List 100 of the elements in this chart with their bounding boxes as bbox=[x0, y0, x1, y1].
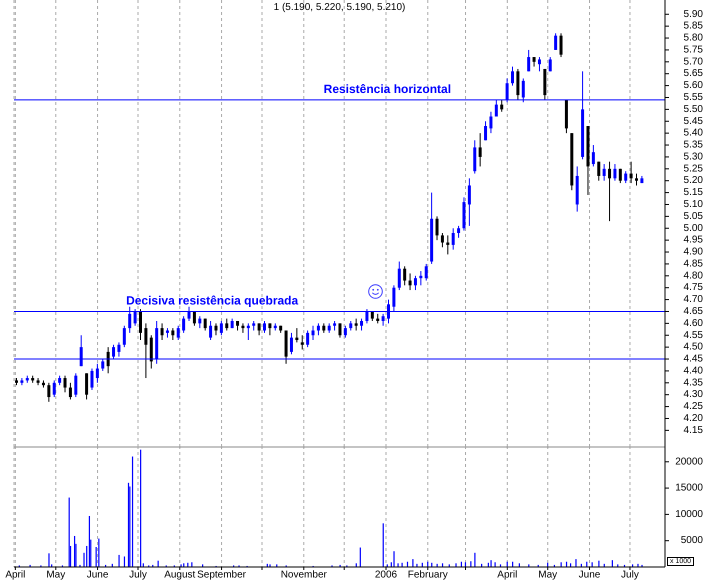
candlestick bbox=[106, 346, 110, 374]
y-tick-label: 5.40 bbox=[684, 128, 704, 139]
candlestick bbox=[532, 56, 536, 68]
candlestick bbox=[139, 308, 142, 341]
y-tick-label: 5.20 bbox=[684, 175, 704, 186]
candlestick bbox=[382, 313, 385, 326]
candlestick bbox=[58, 375, 62, 386]
candlestick bbox=[473, 140, 476, 174]
candlestick bbox=[122, 325, 126, 348]
candlestick bbox=[500, 99, 504, 112]
x-tick-label: May bbox=[46, 570, 66, 580]
y-tick-label: 4.40 bbox=[684, 365, 704, 376]
y-tick-label: 4.50 bbox=[684, 342, 704, 353]
y-tick-label: 4.20 bbox=[684, 412, 704, 424]
candlestick bbox=[316, 322, 320, 336]
x-tick-label: 2006 bbox=[374, 570, 398, 580]
y-tick-label: 4.60 bbox=[684, 318, 704, 329]
candlestick bbox=[403, 266, 406, 286]
candlestick bbox=[306, 330, 310, 348]
candlestick bbox=[436, 216, 439, 241]
candlestick bbox=[52, 380, 56, 398]
candlestick bbox=[96, 363, 99, 384]
candlestick bbox=[624, 170, 628, 184]
candlestick bbox=[560, 32, 563, 58]
y-tick-label: 5.85 bbox=[684, 20, 704, 32]
candlestick bbox=[349, 320, 352, 331]
candlestick bbox=[597, 161, 600, 182]
y-tick-label: 5.45 bbox=[684, 116, 704, 127]
x-tick-label: May bbox=[538, 570, 558, 580]
candlestick bbox=[246, 322, 250, 341]
y-tick-label: 20000 bbox=[675, 456, 704, 468]
y-tick-label: 5.60 bbox=[684, 80, 704, 92]
annotation: Resistência horizontal bbox=[324, 82, 452, 96]
candlestick bbox=[204, 318, 207, 331]
candlestick bbox=[176, 325, 180, 341]
candlestick bbox=[618, 168, 622, 184]
candlestick bbox=[468, 178, 471, 226]
candlestick bbox=[478, 132, 482, 167]
candlestick bbox=[457, 225, 460, 238]
x-tick-label: July bbox=[621, 570, 639, 580]
y-tick-label: 10000 bbox=[675, 508, 704, 520]
candlestick bbox=[198, 316, 202, 329]
y-tick-label: 5.65 bbox=[684, 68, 704, 80]
y-tick-label: 5.05 bbox=[684, 210, 704, 222]
y-tick-label: 4.25 bbox=[684, 401, 704, 412]
candlestick bbox=[220, 320, 223, 336]
candlestick bbox=[241, 322, 244, 334]
y-tick-label: 4.75 bbox=[684, 282, 704, 294]
y-tick-label: 5.50 bbox=[684, 104, 704, 115]
candlestick bbox=[74, 372, 78, 398]
candlestick bbox=[166, 328, 169, 338]
candlestick bbox=[117, 342, 120, 358]
candlestick bbox=[344, 325, 347, 338]
candlestick bbox=[263, 320, 266, 334]
y-tick-label: 4.45 bbox=[684, 354, 704, 365]
candlestick bbox=[548, 56, 552, 72]
y-tick-label: 5.80 bbox=[684, 32, 704, 44]
candlestick bbox=[214, 322, 218, 336]
candlestick bbox=[322, 322, 326, 334]
candlestick bbox=[424, 263, 428, 282]
y-tick-label: 4.30 bbox=[684, 389, 704, 400]
x-tick-label: June bbox=[86, 570, 109, 580]
candlestick bbox=[47, 382, 50, 402]
chart-title: 1 (5.190, 5.220, 5.190, 5.210) bbox=[272, 2, 406, 14]
candlestick bbox=[68, 382, 72, 400]
candlestick bbox=[144, 322, 148, 379]
y-tick-label: 4.65 bbox=[684, 306, 704, 317]
y-tick-label: 4.90 bbox=[684, 246, 704, 258]
candlestick bbox=[398, 261, 401, 291]
y-tick-label: 4.80 bbox=[684, 270, 704, 282]
x-tick-label: February bbox=[408, 570, 448, 580]
candlestick bbox=[538, 56, 541, 72]
candlestick bbox=[527, 49, 530, 72]
candlestick bbox=[630, 161, 633, 184]
candlestick bbox=[295, 328, 298, 343]
x-tick-label: July bbox=[129, 570, 147, 580]
candlestick bbox=[64, 375, 67, 393]
y-tick-label: 4.35 bbox=[684, 377, 704, 388]
candlestick bbox=[376, 313, 380, 324]
x-tick-label: November bbox=[280, 570, 328, 580]
y-tick-label: 4.55 bbox=[684, 330, 704, 341]
y-tick-label: 4.95 bbox=[684, 234, 704, 246]
candlestick bbox=[312, 325, 315, 341]
x-tick-label: April bbox=[497, 570, 518, 580]
x-tick-label: June bbox=[578, 570, 601, 580]
y-tick-label: 4.85 bbox=[684, 258, 704, 270]
candlestick bbox=[90, 368, 94, 390]
candlestick bbox=[489, 111, 492, 134]
y-tick-label: 5.10 bbox=[684, 198, 704, 210]
candlestick bbox=[613, 164, 616, 182]
x-tick-label: April bbox=[5, 570, 26, 580]
candlestick bbox=[360, 318, 364, 331]
candlestick bbox=[182, 316, 186, 334]
y-tick-label: 4.70 bbox=[684, 294, 704, 306]
candlestick bbox=[414, 275, 417, 291]
y-tick-label: 5000 bbox=[680, 535, 704, 546]
candlestick bbox=[602, 164, 606, 182]
candlestick bbox=[300, 334, 304, 350]
candlestick bbox=[171, 328, 174, 341]
candlestick bbox=[160, 322, 164, 341]
